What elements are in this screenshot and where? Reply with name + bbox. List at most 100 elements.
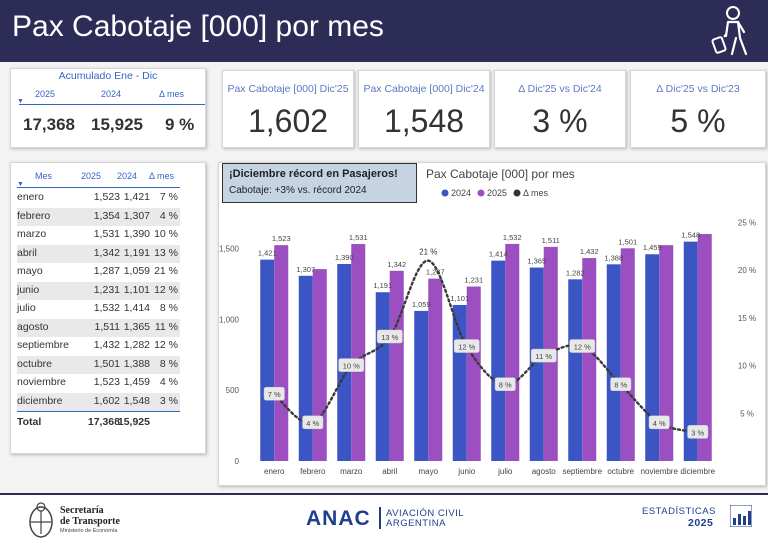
ministry-line3: Ministerio de Economía <box>60 528 118 534</box>
row-delta: 3 % <box>159 394 178 407</box>
row-2025: 1,531 <box>93 228 120 240</box>
kpi-value: 1,602 <box>247 103 329 139</box>
bar-2024 <box>568 279 583 461</box>
bar-2025 <box>274 245 289 461</box>
sort-arrow-icon[interactable]: ▼ <box>17 98 24 105</box>
bar-label-2025: 1,231 <box>464 276 483 285</box>
y2-tick-label: 20 % <box>738 266 756 275</box>
row-delta: 8 % <box>159 302 178 314</box>
row-delta: 11 % <box>154 320 178 333</box>
bar-2024 <box>645 254 660 461</box>
bar-label-2024: 1,101 <box>450 294 469 303</box>
row-2024: 1,414 <box>123 302 150 314</box>
row-2025: 1,602 <box>93 394 120 407</box>
sort-arrow-icon[interactable]: ▼ <box>17 181 24 188</box>
row-2025: 1,432 <box>93 339 120 351</box>
row-2024: 1,388 <box>123 357 150 370</box>
row-delta: 4 % <box>159 376 178 388</box>
x-tick-label: enero <box>264 467 285 476</box>
kpi-card-dic25: Pax Cabotaje [000] Dic'25 1,602 <box>222 70 354 148</box>
table-row: septiembre 1,432 1,282 12 % <box>17 337 180 356</box>
bar-2024 <box>529 267 544 461</box>
row-2025: 1,532 <box>93 302 120 314</box>
row-delta: 12 % <box>154 283 178 296</box>
table-header-2024[interactable]: 2024 <box>117 171 138 181</box>
table-header-delta[interactable]: Δ mes <box>149 171 175 181</box>
row-month: enero <box>17 191 44 203</box>
row-delta: 10 % <box>154 228 178 240</box>
bar-2025 <box>351 244 366 461</box>
x-tick-label: octubre <box>607 467 634 476</box>
bar-label-2024: 1,365 <box>527 257 546 266</box>
row-month: junio <box>17 283 40 296</box>
kpi-card-dic24: Pax Cabotaje [000] Dic'24 1,548 <box>358 70 490 148</box>
row-month: marzo <box>17 228 47 240</box>
table-header-month[interactable]: Mes <box>35 171 53 181</box>
delta-label-box <box>338 358 365 372</box>
bar-label-2025: 1,532 <box>503 233 522 242</box>
bar-label-2024: 1,307 <box>296 265 315 274</box>
legend-label-2025: 2025 <box>487 188 507 198</box>
row-month: noviembre <box>17 376 67 388</box>
anac-logo-separator <box>379 507 381 529</box>
bar-2024 <box>298 275 313 461</box>
bar-label-2024: 1,459 <box>643 243 662 252</box>
delta-label: 7 % <box>268 390 281 399</box>
anac-logo: ANAC <box>306 507 371 530</box>
ministry-line1: Secretaría <box>60 505 104 516</box>
pax-chart: Pax Cabotaje [000] por mes 2024 2025 Δ mes 0… <box>219 167 756 476</box>
bar-2025 <box>697 233 712 461</box>
chart-card: Pax Cabotaje [000] por mes 2024 2025 Δ mes 0… <box>218 162 766 486</box>
delta-label-box <box>569 339 596 353</box>
delta-label: 13 % <box>381 333 398 342</box>
y-tick-label: 0 <box>235 457 240 466</box>
bar-2025 <box>312 269 327 461</box>
bar-label-2025: 1,523 <box>272 234 291 243</box>
bar-label-2024: 1,191 <box>373 281 392 290</box>
bar-label-2024: 1,421 <box>258 249 277 258</box>
y-tick-label: 500 <box>226 386 240 395</box>
accumulated-value-2025: 17,368 <box>23 115 75 134</box>
row-2024: 1,191 <box>123 246 150 259</box>
row-2025: 1,511 <box>94 320 121 333</box>
row-2025: 1,523 <box>93 191 120 203</box>
delta-label-box <box>610 377 632 391</box>
x-tick-label: mayo <box>418 467 438 476</box>
row-2025: 1,523 <box>93 376 120 388</box>
bar-2024 <box>375 292 390 461</box>
table-row: mayo 1,287 1,059 21 % <box>17 263 180 282</box>
delta-label-box <box>302 415 324 430</box>
y-tick-label: 1,000 <box>219 315 240 324</box>
chart-title: Pax Cabotaje [000] por mes <box>426 167 575 181</box>
delta-label: 4 % <box>306 419 319 428</box>
row-2024: 1,390 <box>123 228 150 240</box>
bar-2025 <box>659 245 674 461</box>
table-row: marzo 1,531 1,390 10 % <box>17 226 180 245</box>
ministry-line2: de Transporte <box>60 516 120 527</box>
callout-subline: Cabotaje: +3% vs. récord 2024 <box>229 185 367 196</box>
delta-label: 12 % <box>574 343 591 352</box>
bar-label-2025: 1,531 <box>349 233 368 242</box>
bar-label-2025: 1,511 <box>542 236 560 245</box>
table-header-2025[interactable]: 2025 <box>81 171 102 181</box>
kpi-value: 3 % <box>532 103 588 139</box>
table-row: octubre 1,501 1,388 8 % <box>17 355 180 374</box>
footer: Secretaría de Transporte Ministerio de E… <box>0 495 768 552</box>
table-row: agosto 1,511 1,365 11 % <box>17 318 180 337</box>
row-2024: 1,365 <box>123 320 150 333</box>
table-row: febrero 1,354 1,307 4 % <box>17 207 180 226</box>
coat-of-arms-icon <box>29 502 53 538</box>
total-2024: 15,925 <box>117 416 150 428</box>
x-tick-label: marzo <box>340 467 363 476</box>
kpi-title: Δ Dic'25 vs Dic'24 <box>518 83 602 95</box>
delta-label: 4 % <box>653 419 666 428</box>
kpi-value: 1,548 <box>383 103 465 139</box>
bar-2025 <box>466 286 481 461</box>
y2-tick-label: 5 % <box>740 409 754 418</box>
total-label: Total <box>17 416 42 428</box>
row-2025: 1,354 <box>93 209 120 222</box>
delta-label: 3 % <box>691 428 704 437</box>
bar-2025 <box>582 258 597 461</box>
x-tick-label: septiembre <box>562 467 602 476</box>
legend-marker-delta <box>513 189 521 197</box>
